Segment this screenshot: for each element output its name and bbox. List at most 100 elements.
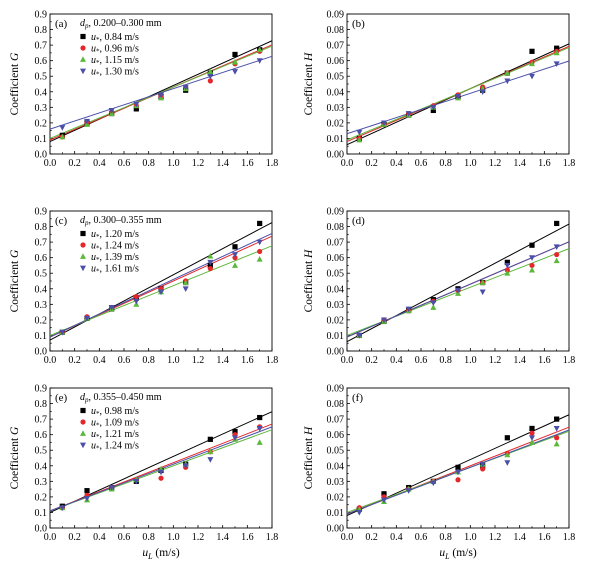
x-tick-label: 1.6 <box>538 355 551 366</box>
x-tick-label: 0.8 <box>439 158 452 169</box>
data-point <box>529 48 535 54</box>
data-point <box>158 475 164 481</box>
data-point <box>529 266 535 273</box>
data-point <box>529 439 535 445</box>
x-tick-label: 1.4 <box>216 158 229 169</box>
chart-panel: 0.0 0.2 0.4 0.6 0.8 1.0 1.2 1.4 1.6 1.8 0.0 0.1 0.2 0… <box>9 207 278 367</box>
data-point <box>554 416 560 422</box>
legend-title: dp, 0.200–0.300 mm <box>80 18 162 30</box>
x-axis-label: uL (m/s) <box>142 547 180 561</box>
x-tick-label: 0.0 <box>341 355 354 366</box>
panel-label: (f) <box>352 392 363 404</box>
y-tick-label: 0.8 <box>35 399 48 410</box>
data-point <box>356 129 363 136</box>
x-tick-label: 1.4 <box>513 355 526 366</box>
legend-marker <box>80 45 86 51</box>
data-point <box>256 239 263 246</box>
data-point <box>207 436 213 442</box>
data-point <box>207 265 213 272</box>
legend-marker <box>80 430 86 436</box>
legend-marker <box>80 242 86 248</box>
y-tick-label: 0.8 <box>35 222 48 233</box>
fit-line <box>49 232 273 338</box>
y-tick-label: 0.06 <box>327 430 345 441</box>
data-point <box>504 69 511 76</box>
y-tick-label: 0.05 <box>327 269 345 280</box>
data-point <box>480 466 486 472</box>
panel-label: (a) <box>55 18 68 30</box>
legend-entry: u*, 0.98 m/s <box>91 406 139 418</box>
x-tick-label: 0.4 <box>390 355 403 366</box>
y-tick-label: 0.07 <box>327 238 345 249</box>
y-tick-label: 0.01 <box>327 331 345 342</box>
x-tick-label: 1.0 <box>464 532 477 543</box>
y-tick-label: 0.7 <box>35 415 48 426</box>
y-tick-label: 0.7 <box>35 41 48 52</box>
y-tick-label: 0.03 <box>327 477 345 488</box>
y-tick-label: 0.1 <box>35 508 48 519</box>
x-tick-label: 0.6 <box>118 158 131 169</box>
legend-marker <box>80 253 86 259</box>
x-tick-label: 1.4 <box>216 532 229 543</box>
y-tick-label: 0.04 <box>327 284 345 295</box>
x-tick-label: 1.2 <box>489 158 502 169</box>
data-point <box>182 286 189 292</box>
legend-entry: u*, 0.96 m/s <box>91 44 139 56</box>
y-tick-label: 0.06 <box>327 56 345 67</box>
data-point <box>257 248 263 255</box>
x-tick-label: 0.2 <box>365 355 378 366</box>
panel-label: (e) <box>55 392 68 404</box>
y-tick-label: 0.6 <box>35 56 48 67</box>
legend-marker <box>80 68 86 75</box>
x-tick-label: 1.6 <box>241 355 254 366</box>
data-point <box>529 425 535 432</box>
x-tick-label: 1.6 <box>538 532 551 543</box>
data-point <box>207 68 214 74</box>
data-point <box>232 262 238 268</box>
data-point <box>356 510 363 516</box>
y-tick-label: 0.03 <box>327 103 345 114</box>
y-tick-label: 0.01 <box>327 134 345 145</box>
data-point <box>529 262 535 269</box>
data-point <box>232 59 238 65</box>
y-tick-label: 0.08 <box>327 399 345 410</box>
plot-frame <box>346 210 570 352</box>
x-tick-label: 1.0 <box>464 158 477 169</box>
chart-panel: 0.0 0.2 0.4 0.6 0.8 1.0 1.2 1.4 1.6 1.8 0.00 0.01 0.… <box>303 384 575 562</box>
chart-panel: 0.0 0.2 0.4 0.6 0.8 1.0 1.2 1.4 1.6 1.8 0.00 0.01 0.… <box>303 207 575 367</box>
data-point <box>529 60 535 67</box>
data-point <box>455 477 461 483</box>
data-point <box>133 478 140 485</box>
y-tick-label: 0.9 <box>35 10 48 21</box>
data-point <box>554 220 560 227</box>
data-point <box>207 73 214 80</box>
legend-title: dp, 0.300–0.355 mm <box>80 215 162 227</box>
data-point <box>504 451 511 458</box>
x-tick-label: 1.2 <box>489 532 502 543</box>
data-point <box>554 45 560 51</box>
data-point <box>158 289 164 296</box>
x-tick-label: 0.0 <box>44 355 57 366</box>
x-tick-label: 0.0 <box>341 158 354 169</box>
data-point <box>207 259 214 266</box>
data-point <box>553 440 560 447</box>
data-point <box>529 242 535 248</box>
data-point <box>356 136 363 143</box>
y-tick-label: 0.3 <box>35 477 48 488</box>
data-point <box>529 255 535 261</box>
x-tick-label: 0.4 <box>390 532 403 543</box>
data-point <box>405 306 412 313</box>
data-point <box>553 257 560 264</box>
y-tick-label: 0.00 <box>327 347 345 358</box>
x-tick-label: 0.8 <box>142 532 155 543</box>
y-tick-label: 0.7 <box>35 238 48 249</box>
data-point <box>455 464 461 470</box>
data-point <box>479 289 486 296</box>
x-tick-label: 1.2 <box>192 532 205 543</box>
x-tick-label: 1.8 <box>266 355 279 366</box>
data-point <box>108 485 115 491</box>
y-tick-label: 0.07 <box>327 41 345 52</box>
x-tick-label: 1.0 <box>464 355 477 366</box>
data-point <box>84 488 90 494</box>
